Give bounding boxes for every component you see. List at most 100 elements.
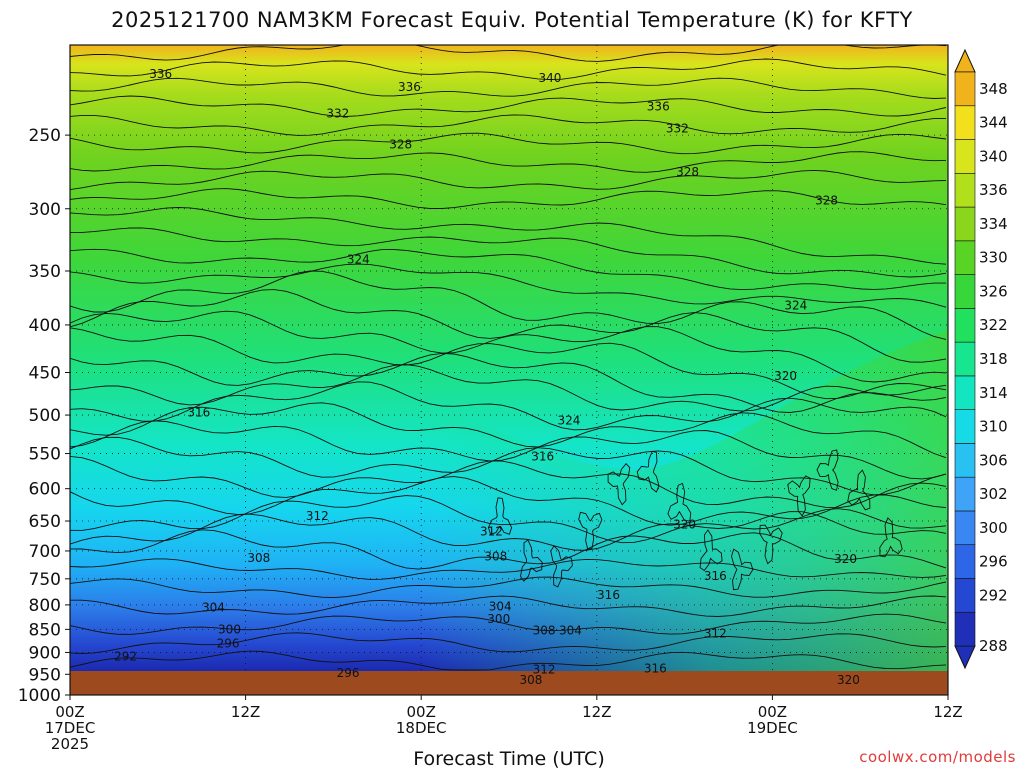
contour-label: 304 [559, 623, 582, 637]
x-tick-label: 12Z [933, 703, 962, 721]
contour-line [70, 558, 947, 580]
colorbar-label: 302 [979, 485, 1008, 503]
colorbar-swatch [954, 578, 976, 613]
contour-line [70, 188, 947, 209]
contour-lines [70, 45, 947, 671]
contour-label: 328 [389, 138, 412, 152]
y-tick-label: 900 [29, 643, 61, 663]
contour-line [759, 524, 783, 565]
contour-label: 336 [398, 80, 421, 94]
contour-label: 308 [247, 551, 270, 565]
contour-line [70, 650, 947, 671]
x-tick-label: 12Z [231, 703, 260, 721]
contour-line [70, 114, 947, 136]
contour-label: 324 [558, 414, 581, 428]
colorbar-swatch [954, 544, 976, 579]
contour-labels: 336 336 340 336 332 332 328 328 328 324 324 320 316 3… [114, 67, 860, 687]
contour-line [70, 169, 947, 191]
y-tick-label: 650 [29, 512, 61, 532]
plot-area [70, 45, 948, 671]
y-tick-label: 700 [29, 542, 61, 562]
contour-line [70, 495, 947, 544]
contour-line [70, 436, 947, 496]
contour-label: 328 [676, 165, 699, 179]
contour-line [70, 352, 947, 413]
contour-label: 320 [673, 518, 696, 532]
x-tick-label: 00Z [55, 703, 84, 721]
colorbar-swatch [954, 611, 976, 647]
contour-line [70, 270, 947, 340]
contour-label: 332 [666, 122, 689, 136]
watermark-text: coolwx.com/models [859, 748, 1016, 766]
colorbar-label: 330 [979, 249, 1008, 267]
contour-line [70, 576, 947, 599]
colorbar-label: 310 [979, 418, 1008, 436]
colorbar-top-arrow [954, 48, 976, 73]
colorbar-swatch [954, 308, 976, 343]
contour-label: 312 [704, 627, 727, 641]
y-tick-label: 250 [29, 126, 61, 146]
y-tick-label: 950 [29, 665, 61, 685]
colorbar-swatch [954, 206, 976, 242]
colorbar-legend: 288 292 296 300 302 306 310 314 318 322 326 330 334 3… [954, 48, 1008, 670]
contour-line [70, 455, 947, 509]
colorbar-swatch [954, 172, 976, 208]
colorbar-label: 322 [979, 316, 1008, 334]
contour-line [578, 511, 603, 550]
contour-label: 336 [647, 100, 670, 114]
warm-moist-region [420, 330, 948, 671]
contour-line [70, 310, 947, 383]
y-tick-label: 450 [29, 364, 61, 384]
y-tick-label: 550 [29, 445, 61, 465]
colorbar-swatch [954, 375, 976, 410]
contour-line [70, 227, 947, 278]
contour-line [879, 517, 903, 558]
colorbar-label: 288 [979, 637, 1008, 655]
contour-label: 320 [837, 673, 860, 687]
y-axis: 250 300 350 400 450 500 550 600 650 700 750 800 850 9… [18, 126, 70, 706]
contour-label: 312 [480, 524, 503, 538]
contour-label: 336 [149, 67, 172, 81]
colorbar-swatch [954, 240, 976, 275]
grid-lines [70, 45, 948, 671]
colorbar-label: 314 [979, 384, 1008, 402]
contour-line [70, 595, 947, 617]
contour-line [70, 402, 947, 459]
contour-line [70, 151, 947, 173]
contour-label: 304 [489, 599, 512, 613]
contour-line [70, 327, 947, 400]
colorbar-swatch [954, 443, 976, 478]
contour-line [70, 364, 947, 412]
contour-label: 316 [187, 406, 210, 420]
colorbar-label: 326 [979, 282, 1008, 300]
contour-label: 300 [218, 622, 241, 636]
contour-label: 316 [644, 662, 667, 676]
contour-line [70, 289, 947, 363]
colorbar-label: 340 [979, 147, 1008, 165]
y-tick-label: 350 [29, 262, 61, 282]
colorbar-swatch [954, 409, 976, 444]
contour-label: 316 [531, 449, 554, 463]
contour-line [550, 545, 573, 588]
y-tick-label: 600 [29, 480, 61, 500]
contour-line [70, 511, 947, 551]
contour-line [70, 58, 947, 81]
contour-line [70, 263, 947, 308]
x-tick-label: 18DEC [396, 719, 447, 737]
y-tick-label: 750 [29, 570, 61, 590]
contour-line [787, 475, 811, 517]
y-tick-label: 800 [29, 596, 61, 616]
colorbar-label: 334 [979, 215, 1008, 233]
colorbar-swatch [954, 341, 976, 377]
colorbar-label: 300 [979, 519, 1008, 537]
x-tick-label: 19DEC [747, 719, 798, 737]
contour-label: 296 [337, 666, 360, 680]
contour-line [70, 132, 947, 155]
contour-line [70, 207, 947, 265]
contour-line [70, 95, 947, 117]
contour-line [70, 613, 947, 635]
contour-label: 324 [784, 298, 807, 312]
contour-label: 308 [484, 550, 507, 564]
